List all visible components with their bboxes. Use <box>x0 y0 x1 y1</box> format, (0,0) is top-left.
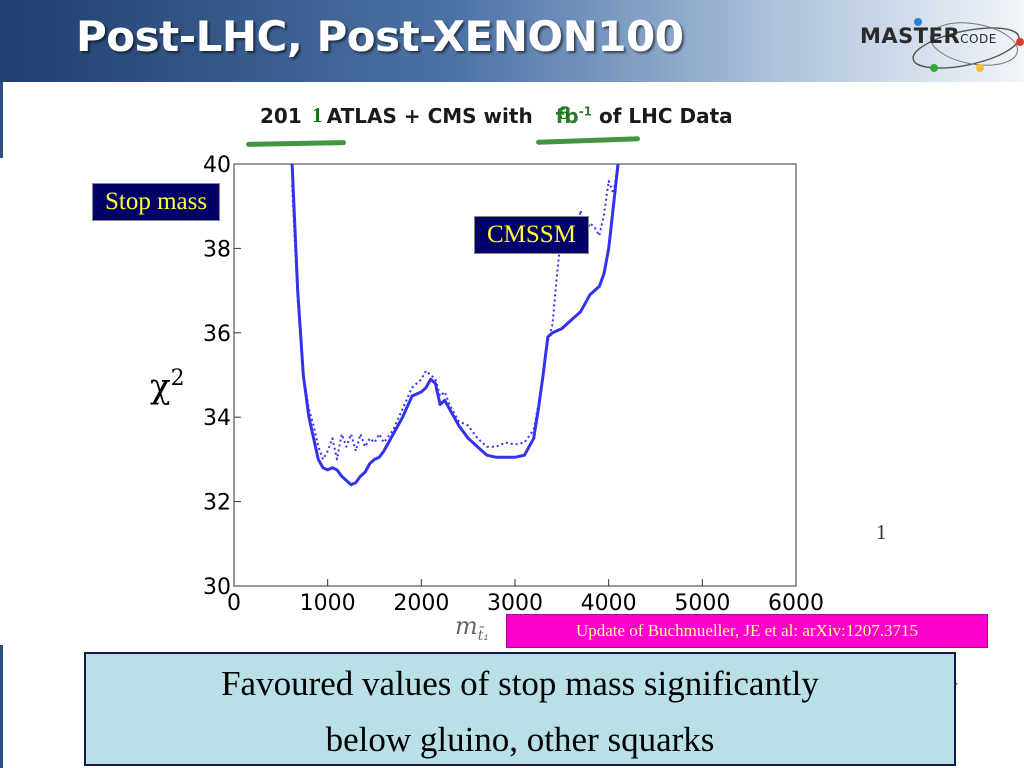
subtitle-prefix: 201 <box>260 104 302 128</box>
logo-text: MASTERCODE <box>860 24 997 48</box>
model-label: CMSSM <box>474 216 589 254</box>
x-tick-label: 2000 <box>393 591 449 616</box>
chart-subtitle: 201 ATLAS + CMS with fb-1 of LHC Data <box>260 104 733 128</box>
y-tick-label: 34 <box>203 406 231 431</box>
series-line-solid <box>290 163 620 487</box>
x-tick-label: 5000 <box>674 591 730 616</box>
reference-note: Update of Buchmueller, JE et al: arXiv:1… <box>506 614 988 648</box>
logo-orbit-icon <box>912 18 1024 72</box>
page-title: Post-LHC, Post-XENON100 <box>76 12 684 61</box>
mastercode-logo: MASTERCODE <box>856 8 1024 78</box>
left-accent <box>0 82 3 158</box>
y-tick-label: 38 <box>203 237 231 262</box>
subtitle-unit: fb-1 <box>555 104 593 128</box>
y-tick-label: 36 <box>203 322 231 347</box>
x-tick-label: 3000 <box>487 591 543 616</box>
stop-mass-label: Stop mass <box>92 183 221 221</box>
subtitle-suffix: of LHC Data <box>599 104 733 128</box>
y-axis-label: χ2 <box>150 366 185 407</box>
left-accent-lower <box>0 645 3 768</box>
x-tick-label: 6000 <box>768 591 824 616</box>
stray-mark: 1 <box>876 520 887 544</box>
summary-line-2: below gluino, other squarks <box>325 720 715 759</box>
x-tick-label: 4000 <box>581 591 637 616</box>
handwritten-year-digit: 1 <box>312 103 323 127</box>
series-line-dotted <box>291 163 619 461</box>
handwritten-lumi: 5 <box>560 103 570 124</box>
y-tick-label: 30 <box>203 575 231 600</box>
x-axis-label: mt̃₁ <box>455 612 490 644</box>
subtitle-main: ATLAS + CMS with <box>326 104 533 128</box>
x-tick-label: 1000 <box>300 591 356 616</box>
header-bar: Post-LHC, Post-XENON100 MASTERCODE <box>0 0 1024 82</box>
y-tick-label: 32 <box>203 491 231 516</box>
x-tick-label: 0 <box>227 591 241 616</box>
summary-box: Favoured values of stop mass significant… <box>84 652 956 766</box>
y-tick-label: 40 <box>203 153 231 178</box>
summary-line-1: Favoured values of stop mass significant… <box>221 664 819 703</box>
